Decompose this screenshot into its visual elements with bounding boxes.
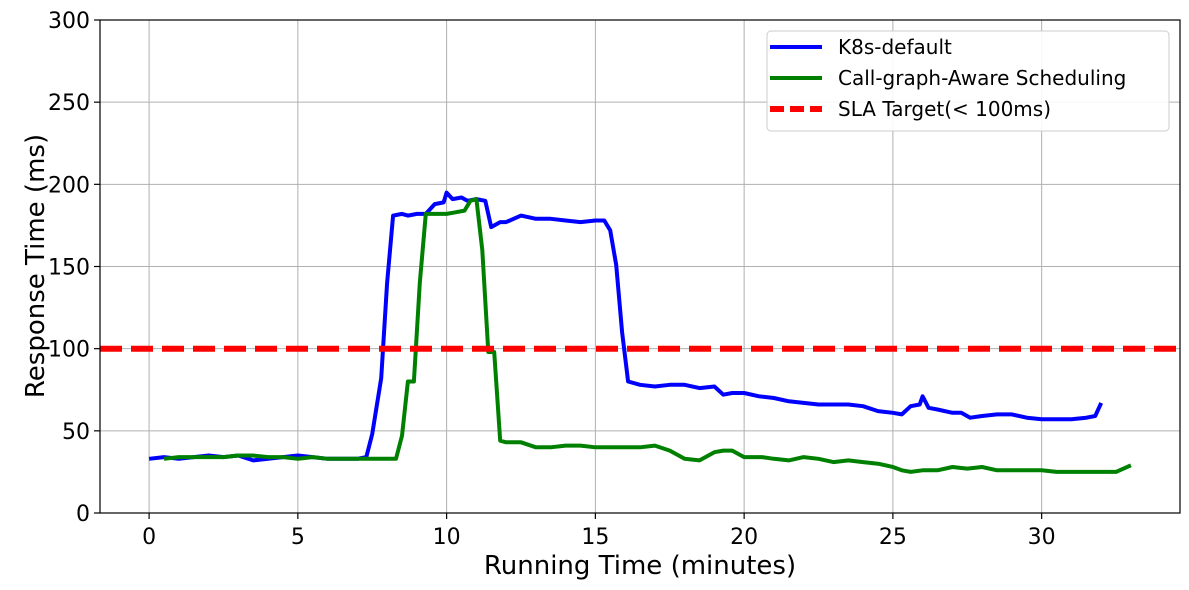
legend-label-1: Call-graph-Aware Scheduling xyxy=(838,66,1126,90)
y-tick-label: 50 xyxy=(62,420,90,445)
series-lines xyxy=(100,190,1180,474)
y-tick-label: 200 xyxy=(48,173,90,198)
y-tick-label: 0 xyxy=(76,502,90,527)
x-tick-label: 5 xyxy=(291,525,305,550)
x-tick-label: 25 xyxy=(879,525,907,550)
legend-box xyxy=(766,30,1170,132)
y-tick-label: 300 xyxy=(48,9,90,34)
legend-label-0: K8s-default xyxy=(838,35,952,59)
x-tick-label: 0 xyxy=(142,525,156,550)
y-tick-label: 250 xyxy=(48,91,90,116)
legend-label-2: SLA Target(< 100ms) xyxy=(838,97,1051,121)
x-tick-label: 30 xyxy=(1028,525,1056,550)
x-tick-label: 10 xyxy=(433,525,461,550)
series-line-0 xyxy=(148,190,1104,463)
series-line-1 xyxy=(163,197,1132,474)
legend: K8s-default Call-graph-Aware Scheduling SL… xyxy=(766,30,1170,132)
y-axis-title: Response Time (ms) xyxy=(21,134,51,398)
y-tick-label: 100 xyxy=(48,338,90,363)
x-axis-title: Running Time (minutes) xyxy=(484,551,796,581)
x-tick-label: 15 xyxy=(581,525,609,550)
x-tick-label: 20 xyxy=(730,525,758,550)
y-tick-label: 150 xyxy=(48,256,90,281)
